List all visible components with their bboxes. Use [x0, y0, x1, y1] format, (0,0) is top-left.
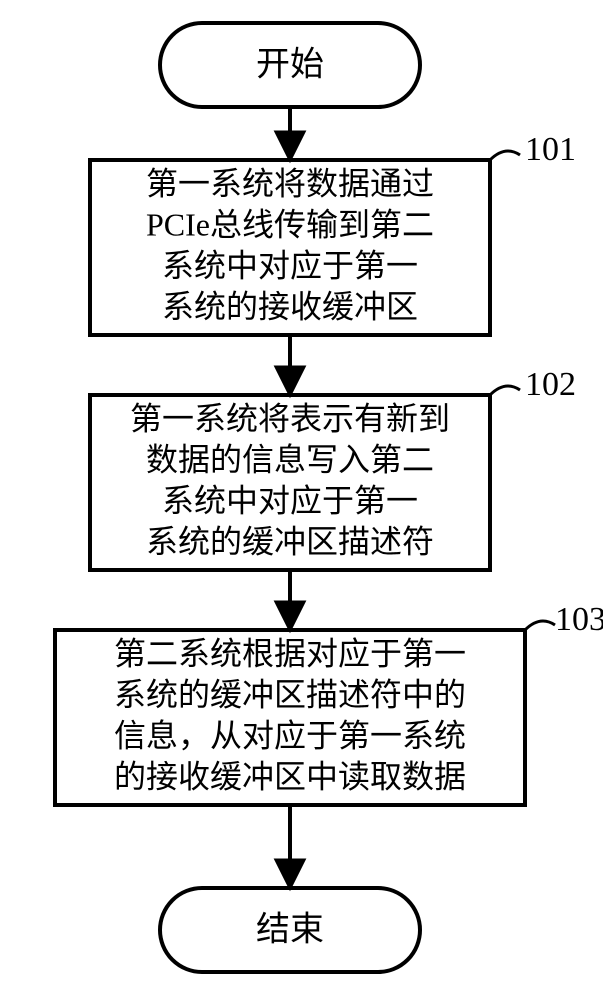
step-102-line-0: 第一系统将表示有新到: [130, 400, 450, 436]
step-103-line-1: 系统的缓冲区描述符中的: [114, 676, 466, 712]
step-103-line-0: 第二系统根据对应于第一: [114, 635, 466, 671]
step-103: 第二系统根据对应于第一系统的缓冲区描述符中的信息，从对应于第一系统的接收缓冲区中…: [55, 601, 603, 805]
step-101-line-3: 系统的接收缓冲区: [162, 288, 418, 324]
end-terminal-label: 结束: [256, 911, 324, 949]
step-102-line-3: 系统的缓冲区描述符: [146, 523, 434, 559]
step-label-101: 101: [525, 131, 576, 168]
step-label-103: 103: [555, 601, 603, 638]
step-103-line-3: 的接收缓冲区中读取数据: [114, 758, 466, 794]
step-label-102: 102: [525, 366, 576, 403]
label-leader-2: [525, 621, 555, 630]
step-102-line-2: 系统中对应于第一: [162, 482, 418, 518]
label-leader-0: [490, 151, 520, 160]
step-102: 第一系统将表示有新到数据的信息写入第二系统中对应于第一系统的缓冲区描述符 102: [90, 366, 576, 570]
flowchart: 开始结束 第一系统将数据通过 PCIe总线传输到第二系统中对应于第一系统的接收缓冲区…: [0, 0, 603, 1000]
step-103-line-2: 信息，从对应于第一系统: [114, 717, 466, 753]
end-terminal: 结束: [160, 888, 420, 972]
step-101: 第一系统将数据通过 PCIe总线传输到第二系统中对应于第一系统的接收缓冲区 101: [90, 131, 576, 335]
step-102-line-1: 数据的信息写入第二: [146, 441, 434, 477]
step-101-line-1: PCIe总线传输到第二: [146, 206, 434, 242]
start-terminal-label: 开始: [256, 46, 324, 84]
start-terminal: 开始: [160, 23, 420, 107]
label-leader-1: [490, 386, 520, 395]
step-101-line-2: 系统中对应于第一: [162, 247, 418, 283]
step-101-line-0: 第一系统将数据通过: [146, 165, 434, 201]
